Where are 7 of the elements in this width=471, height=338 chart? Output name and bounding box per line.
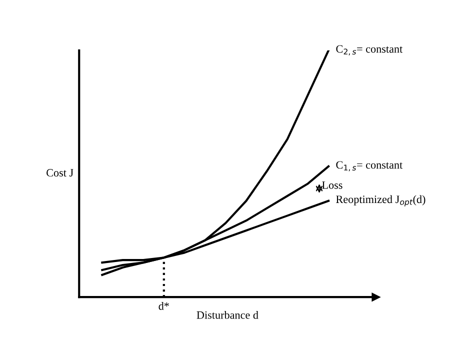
x-axis-title: Disturbance d [196, 310, 258, 319]
series-label: Reoptimized J$_{opt}$(d) [336, 195, 426, 206]
annotation: Loss [322, 181, 342, 189]
text: d* [158, 302, 169, 310]
series-label: C$_{1,s}$= constant [336, 161, 403, 172]
y-axis-title: Cost J [46, 169, 74, 177]
series-label: C$_{2,s}$= constant [336, 45, 403, 56]
